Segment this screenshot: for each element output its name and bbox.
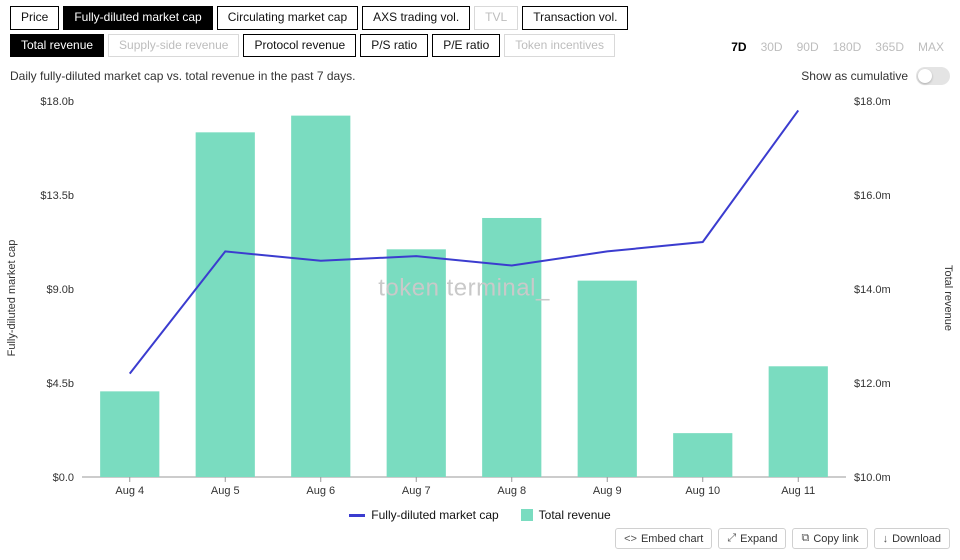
chart-bar xyxy=(482,218,541,477)
x-tick-label: Aug 5 xyxy=(211,485,240,497)
metric-tab[interactable]: Token incentives xyxy=(504,34,615,58)
y-right-tick-label: $14.0m xyxy=(854,284,891,296)
metric-tab[interactable]: AXS trading vol. xyxy=(362,6,470,30)
chart-container: Fully-diluted market cap Total revenue $… xyxy=(10,91,950,504)
metric-tab[interactable]: Fully-diluted market cap xyxy=(63,6,212,30)
chart-legend: Fully-diluted market cap Total revenue xyxy=(10,508,950,522)
time-range-option[interactable]: 90D xyxy=(797,40,819,54)
footer-button-icon: ↓ xyxy=(883,533,889,545)
x-tick-label: Aug 10 xyxy=(685,485,720,497)
time-range-option[interactable]: 7D xyxy=(731,40,746,54)
y-left-tick-label: $18.0b xyxy=(40,96,74,108)
chart-bar xyxy=(769,366,828,477)
metric-tab[interactable]: Transaction vol. xyxy=(522,6,628,30)
chart-bar xyxy=(291,116,350,477)
footer-button-label: Embed chart xyxy=(641,533,703,545)
y-axis-right-label: Total revenue xyxy=(942,265,954,331)
legend-box-swatch xyxy=(521,509,533,521)
chart-bar xyxy=(100,392,159,478)
legend-label: Total revenue xyxy=(539,508,611,522)
legend-label: Fully-diluted market cap xyxy=(371,508,498,522)
footer-button-label: Copy link xyxy=(813,533,858,545)
footer-button[interactable]: <> Embed chart xyxy=(615,528,712,549)
footer-button[interactable]: ⧉ Copy link xyxy=(792,528,867,549)
y-left-tick-label: $0.0 xyxy=(53,472,74,484)
metric-tab[interactable]: Total revenue xyxy=(10,34,104,58)
chart-svg: $0.0 $4.5b $9.0b $13.5b $18.0b $10.0m $12.0m $1… xyxy=(10,91,918,501)
footer-button-icon: ⧉ xyxy=(801,532,809,545)
footer-button[interactable]: ⤢ Expand xyxy=(718,528,786,549)
metric-tab[interactable]: Supply-side revenue xyxy=(108,34,239,58)
y-right-tick-label: $18.0m xyxy=(854,96,891,108)
metric-tab[interactable]: TVL xyxy=(474,6,518,30)
y-left-tick-label: $4.5b xyxy=(46,378,74,390)
metric-tab[interactable]: P/S ratio xyxy=(360,34,428,58)
x-tick-label: Aug 9 xyxy=(593,485,622,497)
chart-bar xyxy=(196,133,255,478)
cumulative-label: Show as cumulative xyxy=(801,69,908,83)
footer-button-label: Download xyxy=(892,533,941,545)
legend-item: Fully-diluted market cap xyxy=(349,508,498,522)
cumulative-toggle[interactable] xyxy=(916,67,950,85)
footer-button-label: Expand xyxy=(740,533,777,545)
chart-bar xyxy=(578,281,637,477)
x-tick-label: Aug 4 xyxy=(115,485,144,497)
y-right-tick-label: $16.0m xyxy=(854,190,891,202)
y-left-tick-label: $13.5b xyxy=(40,190,74,202)
chart-bar xyxy=(673,433,732,477)
time-range-option[interactable]: 180D xyxy=(833,40,862,54)
metric-tab[interactable]: Protocol revenue xyxy=(243,34,356,58)
y-left-tick-label: $9.0b xyxy=(46,284,74,296)
x-tick-label: Aug 7 xyxy=(402,485,431,497)
metric-tab[interactable]: Price xyxy=(10,6,59,30)
x-tick-label: Aug 6 xyxy=(306,485,335,497)
chart-subtitle: Daily fully-diluted market cap vs. total… xyxy=(10,69,356,83)
cumulative-control: Show as cumulative xyxy=(801,67,950,85)
footer-button-icon: ⤢ xyxy=(727,532,736,545)
metric-tabs-row-2: Total revenueSupply-side revenueProtocol… xyxy=(10,34,615,58)
time-range-option[interactable]: 30D xyxy=(761,40,783,54)
legend-line-swatch xyxy=(349,514,365,517)
y-right-tick-label: $10.0m xyxy=(854,472,891,484)
metric-tabs-row-2-container: Total revenueSupply-side revenueProtocol… xyxy=(10,34,950,62)
x-tick-label: Aug 11 xyxy=(781,485,815,497)
legend-item: Total revenue xyxy=(521,508,611,522)
subheader-row: Daily fully-diluted market cap vs. total… xyxy=(10,67,950,85)
metric-tab[interactable]: Circulating market cap xyxy=(217,6,358,30)
footer-button[interactable]: ↓Download xyxy=(874,528,950,549)
footer-actions: <> Embed chart ⤢ Expand ⧉ Copy link ↓Download xyxy=(10,528,950,549)
time-range-selector: 7D 30D 90D 180D 365D MAX xyxy=(731,40,950,54)
y-axis-left-label: Fully-diluted market cap xyxy=(6,239,18,356)
footer-button-icon: <> xyxy=(624,533,637,545)
metric-tab[interactable]: P/E ratio xyxy=(432,34,500,58)
y-right-tick-label: $12.0m xyxy=(854,378,891,390)
time-range-option[interactable]: 365D xyxy=(875,40,904,54)
time-range-option[interactable]: MAX xyxy=(918,40,944,54)
x-tick-label: Aug 8 xyxy=(497,485,526,497)
chart-watermark: token terminal_ xyxy=(378,275,550,302)
metric-tabs-row-1: PriceFully-diluted market capCirculating… xyxy=(10,6,950,30)
